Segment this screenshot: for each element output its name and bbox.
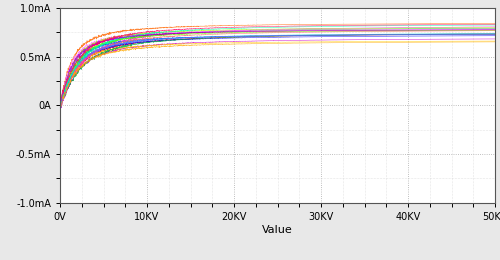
X-axis label: Value: Value [262,225,293,235]
